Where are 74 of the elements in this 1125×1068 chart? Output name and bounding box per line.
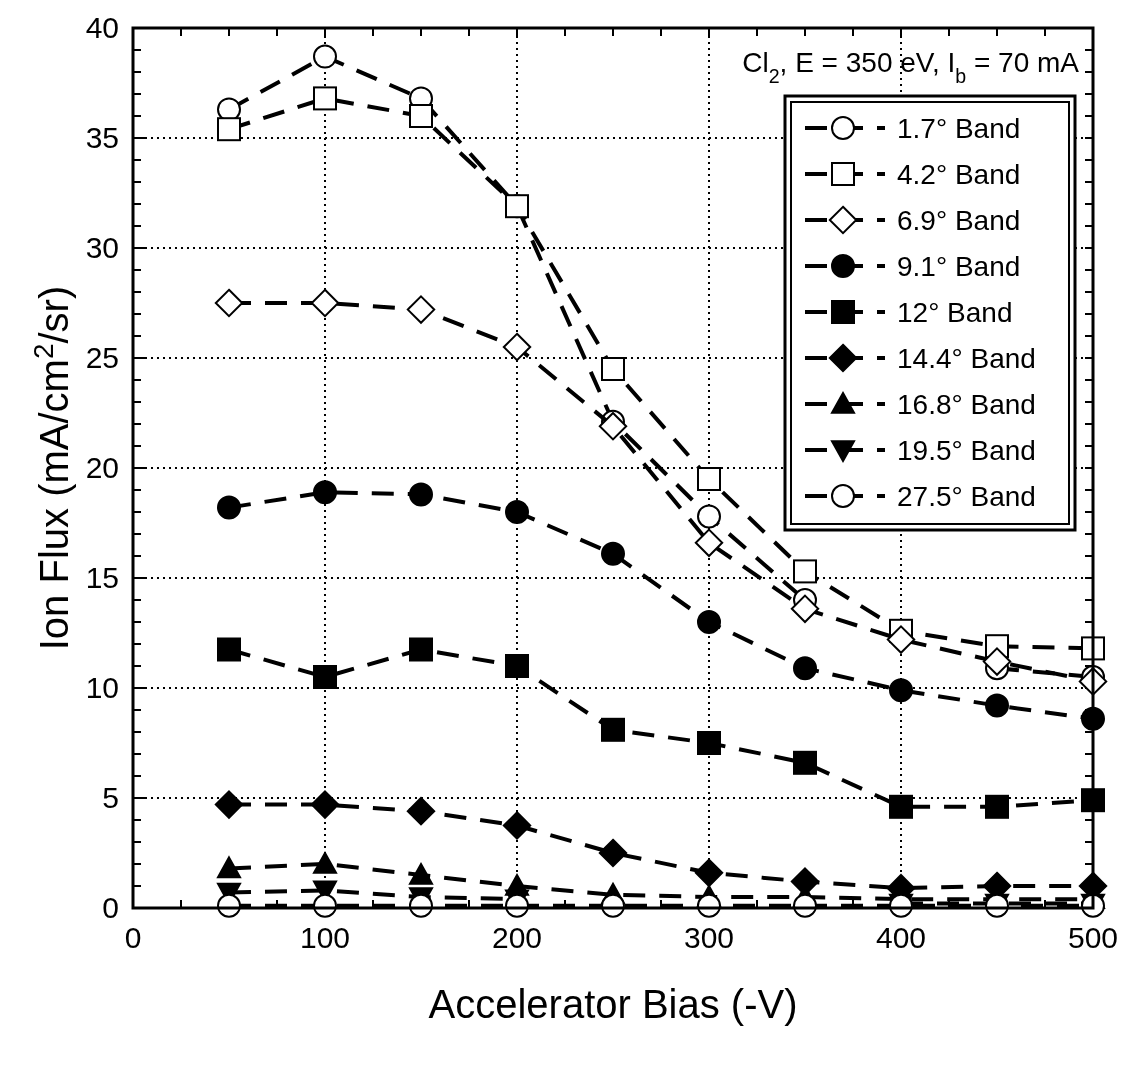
point (697, 467, 721, 491)
point (217, 495, 241, 520)
point (406, 797, 436, 826)
y-tick-label: 35 (85, 121, 119, 154)
x-tick-label: 500 (1067, 921, 1119, 954)
point (214, 288, 244, 318)
y-tick-label: 15 (85, 561, 119, 594)
point (598, 838, 628, 868)
point (505, 500, 529, 524)
legend-label: 4.2° Band (897, 159, 1021, 190)
point (505, 194, 529, 219)
point (409, 863, 433, 885)
point (985, 693, 1009, 718)
legend-label: 1.7° Band (897, 113, 1021, 144)
legend-label: 27.5° Band (897, 481, 1036, 512)
legend-label: 9.1° Band (897, 251, 1021, 282)
point (217, 637, 241, 662)
x-tick-label: 400 (875, 921, 927, 954)
x-tick-label: 100 (299, 921, 351, 954)
point (694, 528, 724, 557)
point (313, 852, 337, 874)
point (214, 790, 244, 819)
x-tick-label: 0 (124, 921, 142, 954)
point (217, 117, 241, 142)
y-tick-label: 25 (85, 341, 119, 374)
point (502, 332, 532, 362)
legend-label: 16.8° Band (897, 389, 1036, 420)
point (409, 104, 433, 128)
point (310, 288, 340, 318)
annotation: Cl$_{2}$, E = 350 eV, I$_{b}$ = 70 mA (742, 47, 1080, 87)
point (982, 647, 1012, 676)
legend-label: 6.9° Band (897, 205, 1021, 236)
point (601, 717, 625, 742)
point (694, 858, 724, 887)
point (217, 856, 241, 879)
point (889, 678, 913, 703)
x-axis-title: Accelerator Bias (-V) (428, 982, 798, 1026)
point (1078, 667, 1108, 696)
point (790, 594, 820, 623)
y-tick-label: 10 (85, 671, 119, 704)
y-tick-label: 5 (102, 781, 119, 814)
point (697, 504, 721, 529)
point (1081, 636, 1105, 661)
point (886, 625, 916, 654)
point (793, 656, 817, 681)
point (310, 790, 340, 819)
point (697, 610, 721, 634)
y-tick-label: 20 (85, 451, 119, 484)
y-tick-label: 0 (102, 891, 119, 924)
y-tick-label: 30 (85, 231, 119, 264)
point (313, 480, 337, 505)
point (601, 357, 625, 381)
point (889, 794, 913, 819)
point (406, 295, 436, 324)
legend-label: 12° Band (897, 297, 1013, 328)
point (313, 665, 337, 689)
x-tick-label: 300 (683, 921, 735, 954)
point (697, 731, 721, 755)
point (505, 654, 529, 678)
y-tick-label: 40 (85, 11, 119, 44)
legend-label: 19.5° Band (897, 435, 1036, 466)
point (598, 412, 628, 441)
x-tick-label: 200 (491, 921, 543, 954)
point (313, 44, 337, 69)
point (985, 794, 1009, 819)
point (793, 559, 817, 584)
point (793, 750, 817, 775)
point (502, 811, 532, 840)
legend-label: 14.4° Band (897, 343, 1036, 374)
point (601, 541, 625, 566)
point (409, 482, 433, 507)
point (313, 86, 337, 111)
point (1081, 788, 1105, 813)
point (409, 637, 433, 662)
